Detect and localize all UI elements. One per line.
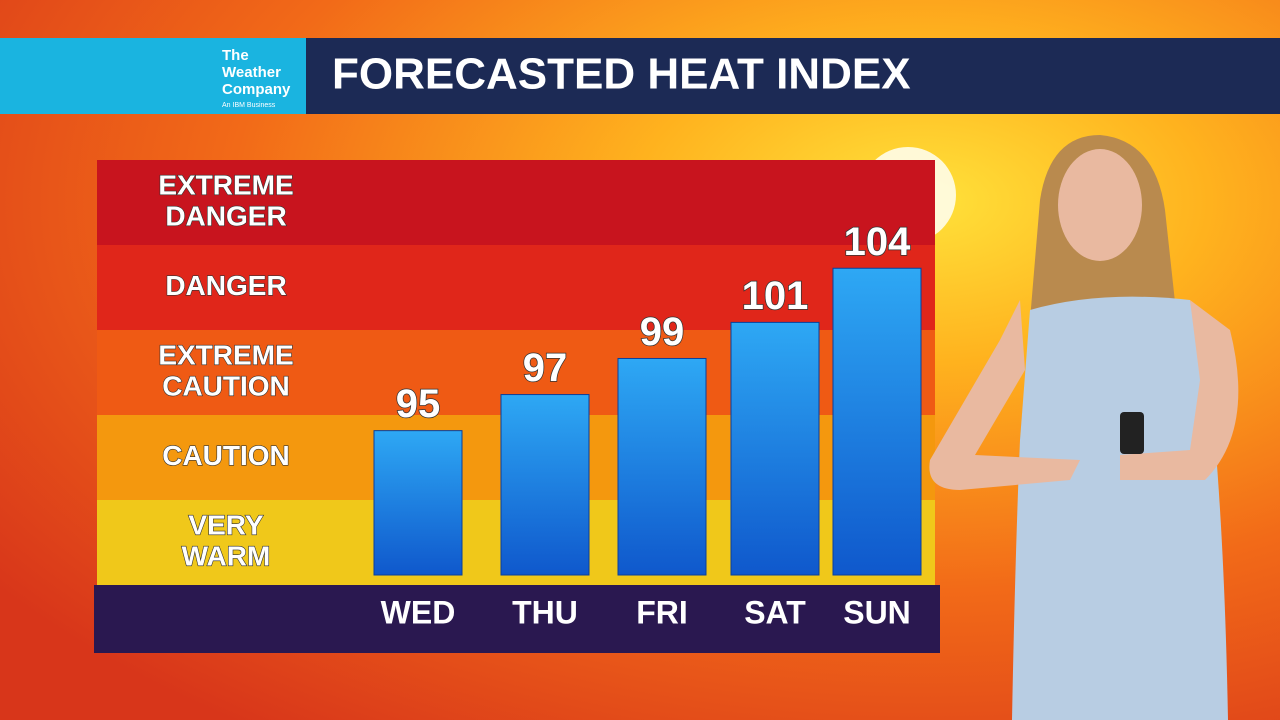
chart-title: FORECASTED HEAT INDEX [332, 50, 911, 99]
chart: EXTREMEDANGERDANGEREXTREMECAUTIONCAUTION… [94, 160, 940, 653]
x-tick-label: FRI [636, 594, 688, 630]
value-label: 95 [396, 382, 441, 426]
zone-label: DANGER [165, 200, 286, 231]
brand-tagline: An IBM Business [222, 102, 276, 109]
value-label: 104 [844, 220, 911, 264]
bar [373, 430, 463, 576]
bar [617, 357, 707, 576]
zone-label: WARM [182, 540, 271, 571]
bar [500, 394, 590, 576]
value-label: 101 [742, 274, 809, 318]
brand-line: The [222, 47, 249, 64]
zone-label: CAUTION [162, 370, 290, 401]
logo-panel [0, 38, 306, 114]
heat-zone [97, 245, 935, 330]
heat-zone [97, 160, 935, 245]
value-label: 99 [640, 310, 685, 354]
zone-label: DANGER [165, 270, 286, 301]
presenter [929, 135, 1239, 720]
bar [832, 267, 922, 576]
x-tick-label: THU [512, 594, 578, 630]
brand-line: Company [222, 81, 291, 98]
brand-line: Weather [222, 64, 281, 81]
bar [730, 321, 820, 576]
zone-label: EXTREME [158, 339, 293, 370]
x-tick-label: SUN [843, 594, 911, 630]
zone-label: VERY [188, 509, 264, 540]
value-label: 97 [523, 346, 568, 390]
zone-label: CAUTION [162, 440, 290, 471]
zone-label: EXTREME [158, 169, 293, 200]
x-tick-label: SAT [744, 594, 806, 630]
base-strip [94, 585, 940, 653]
x-tick-label: WED [381, 594, 456, 630]
